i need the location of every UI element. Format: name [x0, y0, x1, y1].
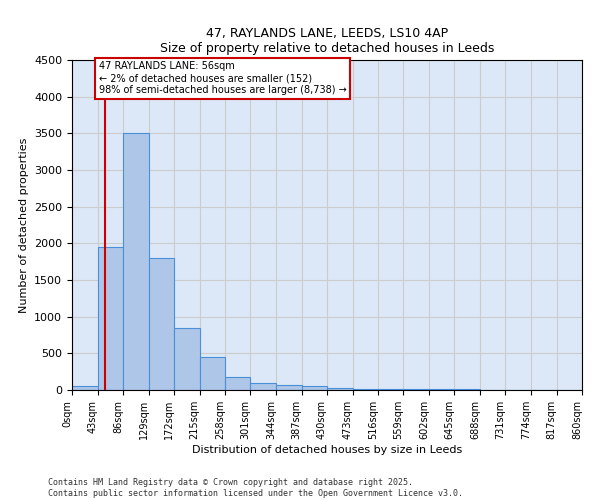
- Bar: [199, 357, 225, 390]
- Bar: [174, 328, 199, 390]
- Bar: [403, 389, 429, 390]
- Bar: [97, 247, 123, 390]
- Y-axis label: Number of detached properties: Number of detached properties: [19, 138, 29, 312]
- Title: 47, RAYLANDS LANE, LEEDS, LS10 4AP
Size of property relative to detached houses : 47, RAYLANDS LANE, LEEDS, LS10 4AP Size …: [160, 26, 494, 54]
- Bar: [149, 258, 174, 390]
- Bar: [123, 134, 149, 390]
- Bar: [378, 389, 403, 390]
- Bar: [251, 382, 276, 390]
- Bar: [302, 386, 327, 390]
- Text: Contains HM Land Registry data © Crown copyright and database right 2025.
Contai: Contains HM Land Registry data © Crown c…: [48, 478, 463, 498]
- Bar: [225, 377, 251, 390]
- X-axis label: Distribution of detached houses by size in Leeds: Distribution of detached houses by size …: [192, 444, 462, 454]
- Bar: [72, 386, 97, 390]
- Text: 47 RAYLANDS LANE: 56sqm
← 2% of detached houses are smaller (152)
98% of semi-de: 47 RAYLANDS LANE: 56sqm ← 2% of detached…: [98, 62, 346, 94]
- Bar: [353, 388, 378, 390]
- Bar: [327, 388, 353, 390]
- Bar: [276, 384, 302, 390]
